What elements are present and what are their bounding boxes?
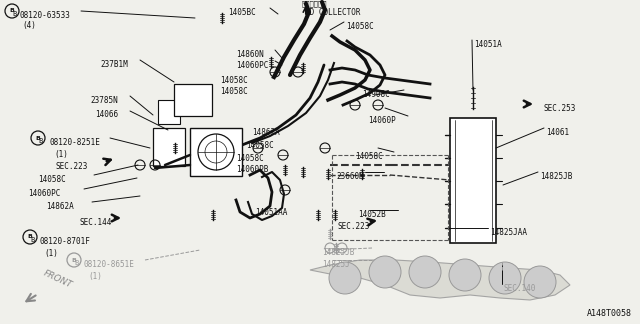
Text: 14058C: 14058C <box>38 175 66 184</box>
Text: 08120-8701F: 08120-8701F <box>40 237 91 246</box>
Text: B: B <box>12 11 16 17</box>
Text: 14060P: 14060P <box>368 116 396 125</box>
Text: 14058C: 14058C <box>355 152 383 161</box>
Text: 14051AA: 14051AA <box>255 208 287 217</box>
Circle shape <box>489 262 521 294</box>
FancyBboxPatch shape <box>190 128 242 176</box>
Circle shape <box>369 256 401 288</box>
Text: 14825JAA: 14825JAA <box>490 228 527 237</box>
Text: 23785N: 23785N <box>90 96 118 105</box>
Text: 14060PC: 14060PC <box>28 189 60 198</box>
Text: 14060PC: 14060PC <box>236 61 268 70</box>
Text: (1): (1) <box>88 272 102 281</box>
Text: 14862A: 14862A <box>252 128 280 137</box>
Text: B: B <box>30 237 35 243</box>
Text: A148T0058: A148T0058 <box>587 309 632 318</box>
Text: B: B <box>72 258 76 262</box>
Text: B: B <box>28 235 33 239</box>
Text: 14060PB: 14060PB <box>236 165 268 174</box>
FancyBboxPatch shape <box>153 128 185 166</box>
Text: 14058C: 14058C <box>246 141 274 150</box>
Text: (1): (1) <box>44 249 58 258</box>
Text: 23660M: 23660M <box>336 172 364 181</box>
Text: 14908C: 14908C <box>362 90 390 99</box>
Text: 14825JB: 14825JB <box>322 248 355 257</box>
Text: 14061: 14061 <box>546 128 569 137</box>
Text: SEC.223: SEC.223 <box>56 162 88 171</box>
Text: (4): (4) <box>22 21 36 30</box>
FancyBboxPatch shape <box>158 100 180 124</box>
FancyBboxPatch shape <box>450 118 496 243</box>
Text: 08120-8651E: 08120-8651E <box>84 260 135 269</box>
Text: TD COLLECTOR: TD COLLECTOR <box>305 8 360 17</box>
Text: 14066: 14066 <box>95 110 118 119</box>
Text: 237B1M: 237B1M <box>100 60 128 69</box>
Text: 14825J: 14825J <box>322 260 349 269</box>
Circle shape <box>329 262 361 294</box>
Text: B: B <box>38 138 42 144</box>
Circle shape <box>524 266 556 298</box>
Circle shape <box>449 259 481 291</box>
Polygon shape <box>310 260 570 300</box>
Text: 08120-63533: 08120-63533 <box>20 11 71 20</box>
Text: SEC.253: SEC.253 <box>544 104 577 113</box>
Text: 14860N: 14860N <box>236 50 264 59</box>
Circle shape <box>409 256 441 288</box>
Text: 14862A: 14862A <box>46 202 74 211</box>
Text: 14058C: 14058C <box>346 22 374 31</box>
Text: SEC.140: SEC.140 <box>503 284 536 293</box>
Text: コレクターへ: コレクターへ <box>302 0 328 6</box>
FancyBboxPatch shape <box>174 84 212 116</box>
Text: 14051A: 14051A <box>474 40 502 49</box>
Text: 08120-8251E: 08120-8251E <box>50 138 101 147</box>
Text: 14058C: 14058C <box>220 87 248 96</box>
Text: 14058C: 14058C <box>236 154 264 163</box>
Text: 14058C: 14058C <box>220 76 248 85</box>
Text: SEC.144: SEC.144 <box>80 218 113 227</box>
Text: 1405BC: 1405BC <box>228 8 256 17</box>
Text: B: B <box>36 135 40 141</box>
Text: 14052B: 14052B <box>358 210 386 219</box>
Text: 14825JB: 14825JB <box>540 172 572 181</box>
Text: SEC.223: SEC.223 <box>338 222 371 231</box>
Text: B: B <box>10 8 15 14</box>
Text: (1): (1) <box>54 150 68 159</box>
Text: FRONT: FRONT <box>42 269 74 290</box>
Text: B: B <box>74 260 78 266</box>
